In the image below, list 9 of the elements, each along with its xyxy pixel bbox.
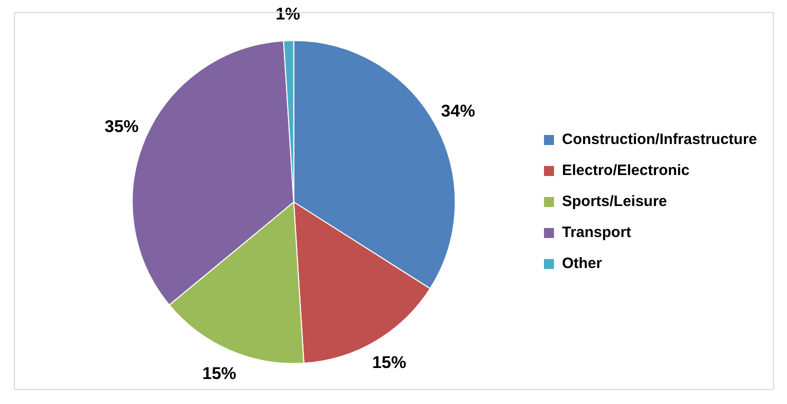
data-label: 15%: [372, 353, 406, 372]
legend-label: Electro/Electronic: [562, 162, 690, 180]
legend-label: Sports/Leisure: [562, 193, 668, 210]
data-label: 34%: [441, 101, 476, 120]
legend-label: Construction/Infrastructure: [562, 131, 757, 148]
legend-label: Other: [562, 255, 602, 272]
legend-label: Transport: [562, 224, 632, 242]
data-label: 35%: [104, 117, 139, 136]
data-label: 15%: [202, 364, 236, 383]
